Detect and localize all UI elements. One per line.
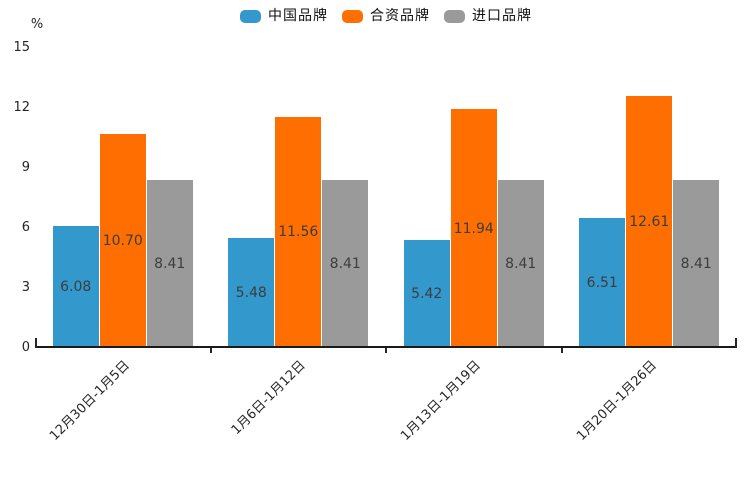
x-axis-line [35,346,737,348]
bar-value-label: 8.41 [329,255,361,272]
x-axis-tick [560,348,563,353]
x-axis-tick [385,348,387,353]
bar[interactable] [99,134,146,348]
bar-value-label: 6.08 [60,279,92,296]
bar[interactable] [626,95,673,348]
bar[interactable] [673,179,720,348]
bar[interactable] [275,116,322,348]
legend-swatch-icon [444,9,465,23]
y-tick-label: 3 [21,280,30,295]
y-tick-label: 9 [21,160,30,175]
bar[interactable] [450,109,497,348]
x-axis-tick [209,348,212,353]
x-axis-tick [35,338,37,348]
legend-item[interactable]: 中国品牌 [240,8,328,24]
x-tick-label: 1月20日-1月26日 [574,358,660,444]
legend-label: 中国品牌 [268,8,328,24]
legend-item[interactable]: 合资品牌 [342,8,430,24]
bar[interactable] [403,239,450,348]
bar[interactable] [228,238,275,348]
bar[interactable] [52,226,99,348]
bar[interactable] [322,179,369,348]
legend-swatch-icon [342,9,363,23]
y-axis-unit-label: % [30,17,44,32]
bar-value-label: 11.56 [278,224,319,241]
bar-value-label: 10.70 [102,233,143,249]
bar[interactable] [146,179,193,348]
legend-swatch-icon [240,9,261,23]
y-tick-label: 6 [21,220,30,235]
x-tick-label: 12月30日-1月5日 [47,358,134,444]
bar-value-label: 8.41 [505,255,537,272]
x-axis-tick [735,338,737,348]
bar-value-label: 8.41 [154,255,186,272]
bar-value-label: 12.61 [629,213,670,230]
bar[interactable] [579,217,626,348]
chart-legend: 中国品牌 合资品牌 进口品牌 [35,7,737,25]
bar-value-label: 5.42 [411,285,443,302]
y-tick-label: 0 [21,340,30,355]
y-tick-label: 15 [13,40,30,55]
bar-value-label: 8.41 [680,255,712,272]
bar-value-label: 11.94 [453,220,494,237]
bar[interactable] [497,179,544,348]
x-tick-label: 1月6日-1月12日 [228,358,309,438]
x-tick-label: 1月13日-1月19日 [398,358,485,444]
legend-label: 进口品牌 [472,8,532,24]
bar-value-label: 6.51 [586,274,618,291]
legend-item[interactable]: 进口品牌 [444,8,532,24]
bar-value-label: 5.48 [235,285,267,302]
legend-label: 合资品牌 [370,8,430,24]
y-tick-label: 12 [13,100,30,115]
